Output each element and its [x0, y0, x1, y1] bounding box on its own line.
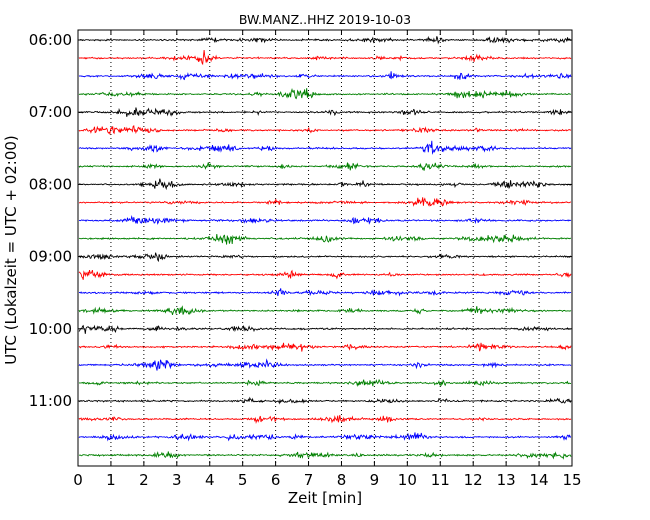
seismic-trace [78, 71, 572, 81]
x-tick-label: 14 [530, 471, 549, 489]
seismic-trace [78, 378, 572, 388]
y-tick-label: 08:00 [29, 175, 72, 193]
x-axis-ticks: 0 1 2 3 4 5 6 7 8 9 10 11 12 13 14 15 [73, 30, 582, 489]
seismic-trace [78, 358, 572, 371]
x-tick-label: 6 [271, 471, 281, 489]
seismic-trace [78, 140, 572, 155]
x-tick-label: 4 [205, 471, 215, 489]
seismic-trace [78, 305, 572, 316]
plot-frame [77, 29, 573, 467]
seismic-trace [78, 269, 572, 280]
seismic-trace [78, 88, 572, 100]
seismic-trace [78, 50, 572, 66]
y-axis-ticks: 06:00 07:00 08:00 09:00 10:00 11:00 [29, 31, 572, 410]
seismic-trace [78, 178, 572, 191]
seismic-trace [78, 234, 572, 245]
x-tick-label: 11 [431, 471, 450, 489]
seismic-trace [78, 288, 572, 297]
y-tick-label: 07:00 [29, 103, 72, 121]
seismic-trace [78, 396, 572, 405]
seismic-trace [78, 162, 572, 171]
seismic-trace [78, 197, 572, 207]
seismic-trace [78, 414, 572, 425]
seismic-trace [78, 252, 572, 263]
seismic-trace [78, 342, 572, 352]
seismic-trace [78, 124, 572, 136]
x-tick-label: 3 [172, 471, 182, 489]
x-tick-label: 15 [562, 471, 581, 489]
x-tick-label: 0 [73, 471, 83, 489]
x-tick-label: 2 [139, 471, 149, 489]
x-tick-label: 13 [497, 471, 516, 489]
x-tick-label: 1 [106, 471, 116, 489]
y-axis-label: UTC (Lokalzeit = UTC + 02:00) [2, 135, 20, 365]
seismic-trace [79, 107, 572, 117]
seismic-trace [78, 215, 572, 225]
seismic-trace [78, 324, 572, 334]
grid-lines [110, 30, 540, 466]
x-tick-label: 12 [464, 471, 483, 489]
x-axis-label: Zeit [min] [288, 489, 362, 507]
x-tick-label: 7 [304, 471, 314, 489]
seismic-trace [78, 451, 572, 460]
y-tick-label: 11:00 [29, 392, 72, 410]
x-tick-label: 10 [398, 471, 417, 489]
y-tick-label: 06:00 [29, 31, 72, 49]
y-tick-label: 09:00 [29, 248, 72, 266]
x-tick-label: 9 [370, 471, 380, 489]
x-tick-label: 5 [238, 471, 248, 489]
x-tick-label: 8 [337, 471, 347, 489]
seismic-trace [78, 432, 572, 442]
chart-title: BW.MANZ..HHZ 2019-10-03 [239, 12, 411, 27]
y-tick-label: 10:00 [29, 320, 72, 338]
seismic-trace [79, 35, 572, 45]
trace-group [78, 35, 572, 460]
